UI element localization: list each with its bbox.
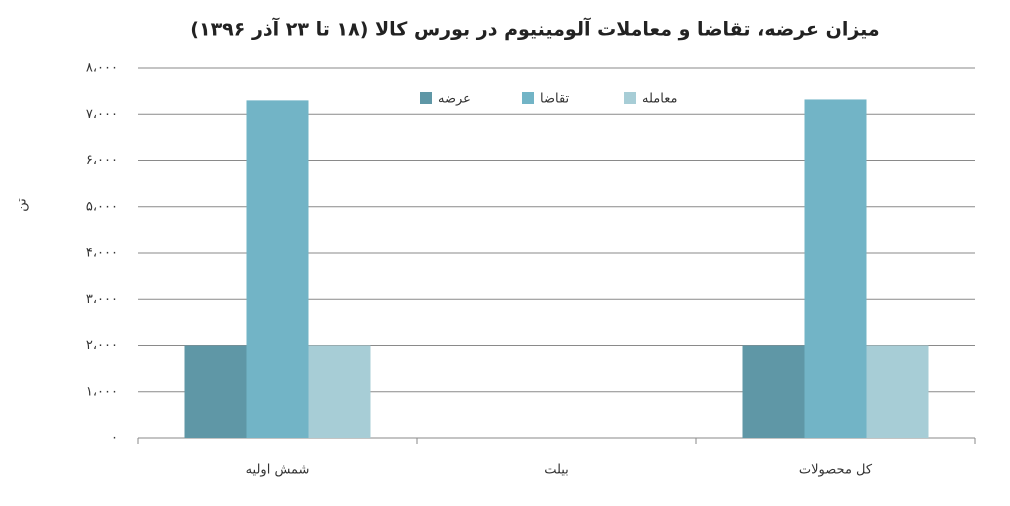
legend-swatch: [522, 92, 534, 104]
y-tick-label: ۴،۰۰۰: [86, 246, 118, 261]
bar: [308, 345, 371, 438]
y-tick-label: ۶،۰۰۰: [86, 153, 118, 168]
bar: [866, 345, 929, 438]
x-tick-label: بیلت: [544, 463, 569, 478]
y-tick-label: ۱،۰۰۰: [86, 384, 118, 399]
y-tick-label: ۳،۰۰۰: [86, 292, 118, 307]
bar: [742, 345, 805, 438]
x-tick-label: شمش اولیه: [246, 463, 310, 478]
y-tick-label: ۰: [111, 431, 118, 446]
legend-swatch: [624, 92, 636, 104]
legend-label: معامله: [642, 92, 677, 107]
y-axis-label: تن: [15, 198, 30, 212]
y-tick-label: ۸،۰۰۰: [86, 61, 118, 76]
legend-label: تقاضا: [540, 92, 570, 107]
bar: [246, 100, 309, 438]
bar: [184, 345, 247, 438]
y-tick-label: ۷،۰۰۰: [86, 107, 118, 122]
y-tick-label: ۲،۰۰۰: [86, 338, 118, 353]
y-tick-label: ۵،۰۰۰: [86, 199, 118, 214]
chart-title: میزان عرضه، تقاضا و معاملات آلومینیوم در…: [190, 17, 879, 41]
legend-swatch: [420, 92, 432, 104]
bar: [804, 99, 867, 438]
legend-label: عرضه: [438, 92, 471, 107]
x-tick-label: کل محصولات: [799, 463, 873, 478]
